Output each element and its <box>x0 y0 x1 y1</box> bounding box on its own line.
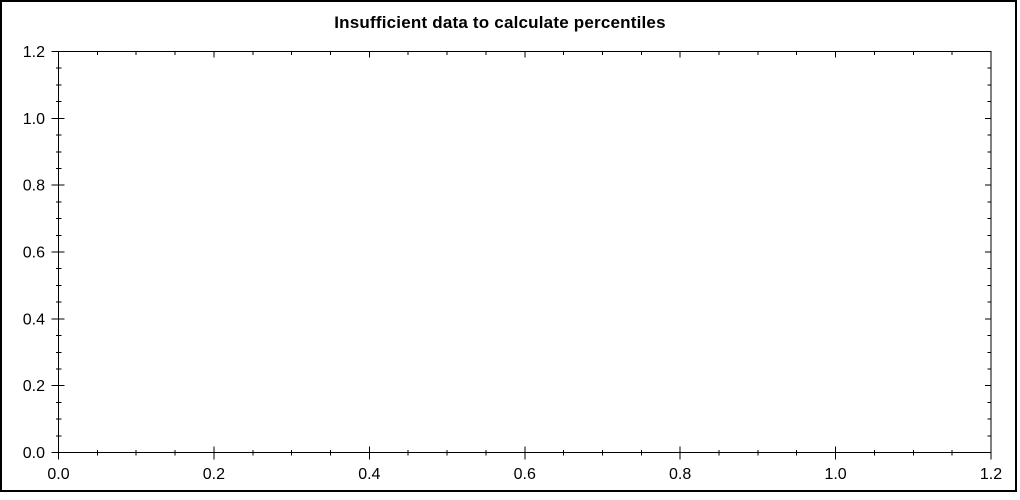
y-tick-label: 0.4 <box>23 311 45 328</box>
y-tick-label: 0.0 <box>23 445 45 462</box>
x-tick-label: 0.0 <box>47 466 69 483</box>
plot-frame <box>58 51 992 453</box>
x-tick-label: 1.0 <box>824 466 846 483</box>
y-tick-label: 0.6 <box>23 245 45 262</box>
y-tick-label: 0.8 <box>23 178 45 195</box>
x-tick-label: 1.2 <box>980 466 1002 483</box>
x-tick-label: 0.2 <box>203 466 225 483</box>
axis-ticks <box>51 51 992 460</box>
y-tick-label: 1.2 <box>23 44 45 61</box>
x-tick-label: 0.8 <box>669 466 691 483</box>
x-tick-label: 0.6 <box>514 466 536 483</box>
axis-tick-labels: 0.0 0.2 0.4 0.6 0.8 1.0 1.2 0.0 0.2 0.4 0.6 0.8 1.0 1… <box>23 44 1002 483</box>
y-tick-label: 1.0 <box>23 111 45 128</box>
x-tick-label: 0.4 <box>358 466 380 483</box>
y-tick-label: 0.2 <box>23 378 45 395</box>
chart-title: Insufficient data to calculate percentil… <box>334 13 666 32</box>
